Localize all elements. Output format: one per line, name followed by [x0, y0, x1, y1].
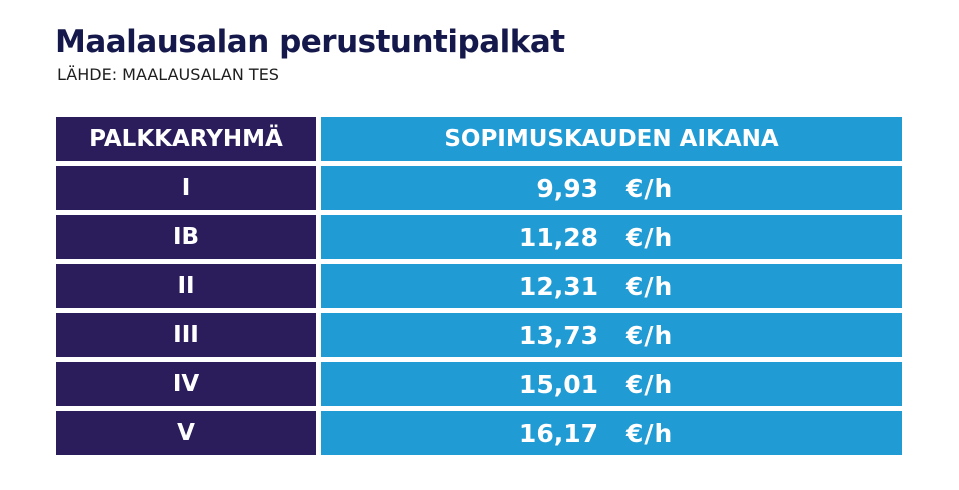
table-header-row: PALKKARYHMÄ SOPIMUSKAUDEN AIKANA: [56, 117, 902, 161]
wage-value: 9,93: [536, 173, 598, 203]
wage-unit: €/h: [626, 369, 674, 399]
table-row: II 12,31 €/h: [56, 264, 902, 308]
source-label: LÄHDE: MAALAUSALAN TES: [57, 65, 279, 84]
wage-value: 13,73: [518, 320, 598, 350]
wage-value-cell: 11,28 €/h: [321, 215, 902, 259]
column-header-group: PALKKARYHMÄ: [56, 117, 316, 161]
wage-group-cell: IB: [56, 215, 316, 259]
wage-value: 15,01: [518, 369, 598, 399]
wage-unit: €/h: [626, 271, 674, 301]
wage-value: 16,17: [518, 418, 598, 448]
table-row: IB 11,28 €/h: [56, 215, 902, 259]
table-row: V 16,17 €/h: [56, 411, 902, 455]
wage-unit: €/h: [626, 173, 674, 203]
wage-group-cell: V: [56, 411, 316, 455]
table-body: I 9,93 €/h IB 11,28 €/h II 12,31 €/h III 13,73 €/h I…: [56, 166, 902, 455]
wage-value-cell: 9,93 €/h: [321, 166, 902, 210]
wage-unit: €/h: [626, 320, 674, 350]
wage-unit: €/h: [626, 222, 674, 252]
wage-table: PALKKARYHMÄ SOPIMUSKAUDEN AIKANA I 9,93 €/…: [56, 117, 902, 460]
table-row: I 9,93 €/h: [56, 166, 902, 210]
wage-value-cell: 15,01 €/h: [321, 362, 902, 406]
column-header-value: SOPIMUSKAUDEN AIKANA: [321, 117, 902, 161]
wage-value: 12,31: [518, 271, 598, 301]
wage-value-cell: 12,31 €/h: [321, 264, 902, 308]
wage-value-cell: 16,17 €/h: [321, 411, 902, 455]
wage-group-cell: II: [56, 264, 316, 308]
wage-group-cell: IV: [56, 362, 316, 406]
table-row: III 13,73 €/h: [56, 313, 902, 357]
wage-group-cell: III: [56, 313, 316, 357]
wage-value-cell: 13,73 €/h: [321, 313, 902, 357]
wage-group-cell: I: [56, 166, 316, 210]
wage-value: 11,28: [518, 222, 598, 252]
table-row: IV 15,01 €/h: [56, 362, 902, 406]
page-title: Maalausalan perustuntipalkat: [55, 24, 565, 60]
wage-unit: €/h: [626, 418, 674, 448]
